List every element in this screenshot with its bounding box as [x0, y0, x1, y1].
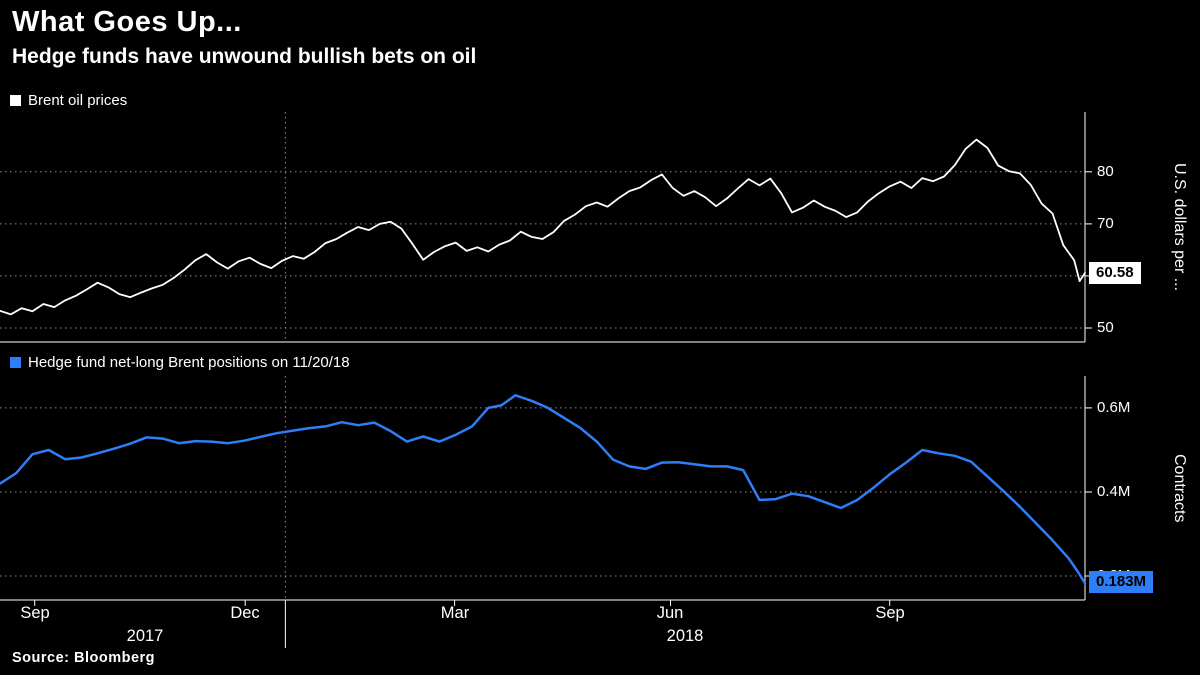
legend-label-positions: Hedge fund net-long Brent positions on 1…	[28, 354, 350, 371]
year-label-2018: 2018	[666, 627, 704, 645]
legend-positions: Hedge fund net-long Brent positions on 1…	[10, 354, 350, 371]
brent-series-line	[0, 138, 1086, 316]
y-tick-label-0-6m: 0.6M	[1097, 399, 1131, 416]
source-credit: Source: Bloomberg	[12, 650, 156, 666]
positions-series-line	[0, 394, 1087, 585]
page-title: What Goes Up...	[12, 6, 242, 38]
legend-label-brent: Brent oil prices	[28, 92, 128, 109]
top-y-axis-title: U.S. dollars per ...	[1171, 162, 1188, 292]
y-tick-label-50: 50	[1097, 319, 1114, 336]
y-tick-label-0-4m: 0.4M	[1097, 483, 1131, 500]
legend-brent: Brent oil prices	[10, 92, 127, 109]
x-tick-dec-2017: Dec	[230, 604, 260, 622]
y-tick-label-70: 70	[1097, 215, 1114, 232]
y-tick-label-80: 80	[1097, 163, 1114, 180]
bottom-y-axis-title: Contracts	[1171, 453, 1188, 523]
x-tick-sep-2018: Sep	[875, 604, 905, 622]
brent-last-price-badge: 60.58	[1089, 262, 1141, 284]
x-tick-jun-2018: Jun	[656, 604, 684, 622]
legend-swatch-blue-icon	[10, 357, 21, 368]
x-tick-sep-2017: Sep	[20, 604, 50, 622]
positions-last-value-badge: 0.183M	[1089, 571, 1154, 593]
year-label-2017: 2017	[126, 627, 164, 645]
legend-swatch-white-icon	[10, 95, 21, 106]
x-tick-mar-2018: Mar	[440, 604, 470, 622]
page-subtitle: Hedge funds have unwound bullish bets on…	[12, 45, 477, 68]
